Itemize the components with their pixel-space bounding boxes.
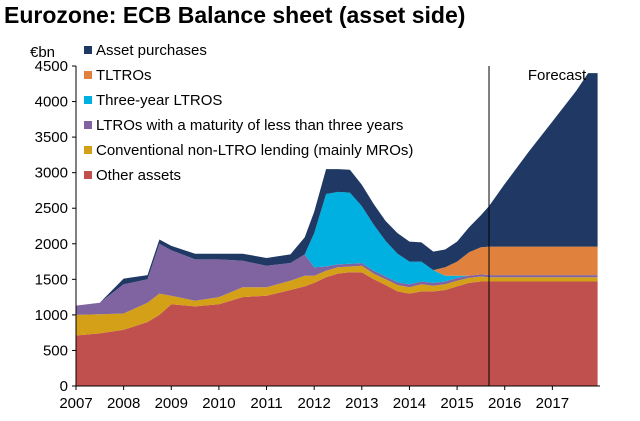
y-tick-label: 0 (60, 378, 68, 395)
legend-label: Asset purchases (96, 42, 207, 59)
x-tick-label: 2016 (488, 395, 521, 412)
x-tick-label: 2010 (202, 395, 235, 412)
legend-swatch (84, 121, 92, 129)
y-tick-label: 4500 (35, 58, 68, 75)
y-tick-label: 1000 (35, 307, 68, 324)
legend: Asset purchases TLTROs Three-year LTROS LTR… (84, 42, 413, 184)
x-tick-label: 2009 (155, 395, 188, 412)
series-area-other-assets (76, 272, 598, 386)
legend-swatch (84, 171, 92, 179)
x-tick-label: 2012 (297, 395, 330, 412)
series-area-tltros (76, 191, 598, 306)
legend-label: Three-year LTROS (96, 92, 222, 109)
y-tick-label: 4000 (35, 94, 68, 111)
y-axis-label: €bn (30, 44, 55, 61)
series-area-three-year-ltros (76, 191, 598, 306)
series-areas (76, 73, 598, 386)
legend-swatch (84, 146, 92, 154)
series-area-asset-purchases (76, 73, 598, 306)
series-area-conventional-non-ltro-lending-mainly-mros (76, 265, 598, 336)
legend-label: Conventional non-LTRO lending (mainly MR… (96, 142, 413, 159)
legend-label: TLTROs (96, 67, 152, 84)
forecast-divider: Forecast (488, 66, 587, 386)
x-tick-label: 2014 (393, 395, 426, 412)
legend-label: Other assets (96, 167, 181, 184)
forecast-label: Forecast (528, 67, 587, 84)
y-tick-label: 3000 (35, 165, 68, 182)
chart-title: Eurozone: ECB Balance sheet (asset side) (4, 2, 466, 28)
x-tick-label: 2017 (536, 395, 569, 412)
y-tick-label: 1500 (35, 271, 68, 288)
legend-swatch (84, 46, 92, 54)
legend-swatch (84, 71, 92, 79)
x-tick-label: 2015 (440, 395, 473, 412)
x-tick-label: 2007 (59, 395, 92, 412)
y-tick-label: 3500 (35, 129, 68, 146)
series-area-ltros-with-a-maturity-of-less-than-three-years (76, 243, 598, 315)
x-tick-label: 2008 (107, 395, 140, 412)
y-tick-label: 2000 (35, 236, 68, 253)
legend-label: LTROs with a maturity of less than three… (96, 117, 403, 134)
y-tick-label: 500 (43, 342, 68, 359)
x-tick-label: 2011 (250, 395, 282, 412)
legend-swatch (84, 96, 92, 104)
x-tick-label: 2013 (345, 395, 378, 412)
y-tick-label: 2500 (35, 200, 68, 217)
axes: 0 500 1000 1500 2000 2500 3000 3500 4000 4500 2007… (30, 44, 600, 412)
